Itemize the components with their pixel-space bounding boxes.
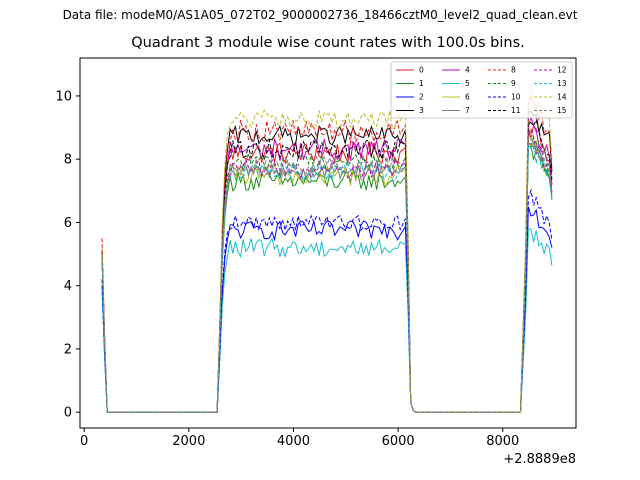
- legend-label: 0: [419, 66, 424, 75]
- plot-area: [80, 58, 576, 428]
- x-tick-label: 8000: [486, 434, 519, 449]
- plot-frame: [79, 57, 577, 429]
- legend-label: 9: [511, 79, 516, 88]
- y-tick-label: 6: [64, 216, 72, 231]
- legend-label: 6: [465, 93, 470, 102]
- legend-label: 3: [419, 106, 424, 115]
- x-tick-label: 0: [80, 434, 88, 449]
- y-tick-label: 2: [64, 342, 72, 357]
- legend-label: 15: [557, 106, 567, 115]
- y-axis: 0 2 4 6 8 10: [55, 89, 80, 421]
- legend-label: 14: [557, 93, 567, 102]
- y-tick-label: 10: [55, 89, 72, 104]
- series-line: [101, 135, 553, 413]
- x-offset-label: +2.8889e8: [503, 452, 576, 467]
- legend-label: 12: [557, 66, 567, 75]
- legend-label: 8: [511, 66, 516, 75]
- x-tick-label: 2000: [172, 434, 205, 449]
- y-tick-label: 8: [64, 153, 72, 168]
- x-axis: 0 2000 4000 6000 8000: [80, 428, 519, 449]
- series-line: [101, 88, 553, 413]
- figure-suptitle: Data file: modeM0/AS1A05_072T02_90000027…: [62, 8, 578, 22]
- legend-label: 1: [419, 79, 424, 88]
- legend-label: 7: [465, 106, 470, 115]
- series-line: [101, 127, 553, 413]
- legend-label: 5: [465, 79, 470, 88]
- y-tick-label: 0: [64, 406, 72, 421]
- x-tick-label: 6000: [382, 434, 415, 449]
- y-tick-label: 4: [64, 279, 72, 294]
- series-layer: [101, 88, 553, 413]
- legend-label: 2: [419, 93, 424, 102]
- chart-title: Quadrant 3 module wise count rates with …: [131, 35, 525, 51]
- x-tick-label: 4000: [277, 434, 310, 449]
- legend-label: 4: [465, 66, 470, 75]
- legend-box: [390, 61, 573, 119]
- legend-label: 10: [511, 93, 521, 102]
- series-line: [101, 93, 553, 413]
- legend-label: 11: [511, 106, 521, 115]
- legend-label: 13: [557, 79, 567, 88]
